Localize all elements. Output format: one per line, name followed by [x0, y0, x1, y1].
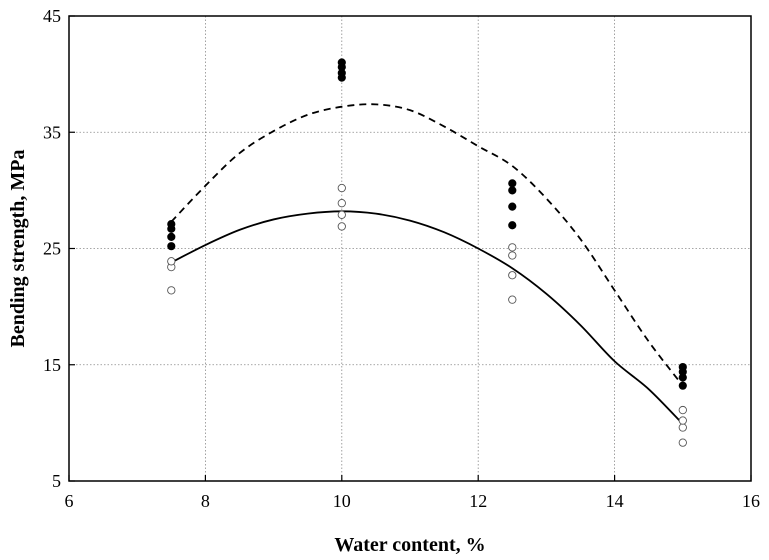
- y-tick-label: 5: [52, 471, 61, 491]
- open-data-point: [508, 243, 517, 252]
- open-data-point: [337, 199, 346, 208]
- y-tick-label: 45: [43, 6, 61, 26]
- filled-data-point: [167, 242, 176, 251]
- open-data-point: [678, 405, 687, 415]
- y-axis-title: Bending strength, MPa: [7, 150, 29, 348]
- x-tick-label: 16: [742, 491, 760, 511]
- dashed-fit-curve: [170, 103, 684, 387]
- fit-curves: [170, 103, 684, 425]
- open-data-point: [508, 251, 517, 260]
- open-data-point: [508, 295, 517, 304]
- x-axis-ticks: 6 8 10 12 14 16: [65, 475, 760, 511]
- filled-data-point: [508, 186, 517, 195]
- y-axis-ticks: 5 15 25 35 45: [43, 6, 75, 491]
- y-tick-label: 35: [43, 122, 61, 142]
- filled-data-point: [337, 58, 346, 67]
- x-tick-label: 6: [65, 491, 74, 511]
- open-data-point: [678, 438, 687, 447]
- x-tick-label: 10: [333, 491, 351, 511]
- open-data-point: [167, 286, 176, 295]
- open-data-point: [337, 222, 346, 231]
- filled-data-point: [167, 232, 176, 241]
- filled-data-point: [508, 179, 517, 188]
- x-tick-label: 12: [469, 491, 487, 511]
- filled-data-point: [508, 221, 517, 230]
- open-data-point: [678, 423, 687, 432]
- open-data-point: [678, 416, 687, 425]
- x-tick-label: 14: [606, 491, 624, 511]
- filled-data-point: [508, 202, 517, 211]
- filled-data-point: [678, 362, 687, 372]
- open-data-point: [508, 271, 517, 280]
- filled-data-point: [167, 219, 176, 229]
- x-tick-label: 8: [201, 491, 210, 511]
- open-data-point: [337, 210, 346, 219]
- open-data-point: [337, 183, 346, 193]
- y-tick-label: 15: [43, 355, 61, 375]
- x-axis-title: Water content, %: [334, 534, 485, 556]
- gridlines: [69, 16, 751, 481]
- solid-fit-curve: [170, 210, 684, 425]
- data-points: [167, 58, 687, 447]
- open-data-point: [167, 257, 176, 266]
- filled-data-point: [678, 381, 687, 390]
- y-tick-label: 25: [43, 239, 61, 259]
